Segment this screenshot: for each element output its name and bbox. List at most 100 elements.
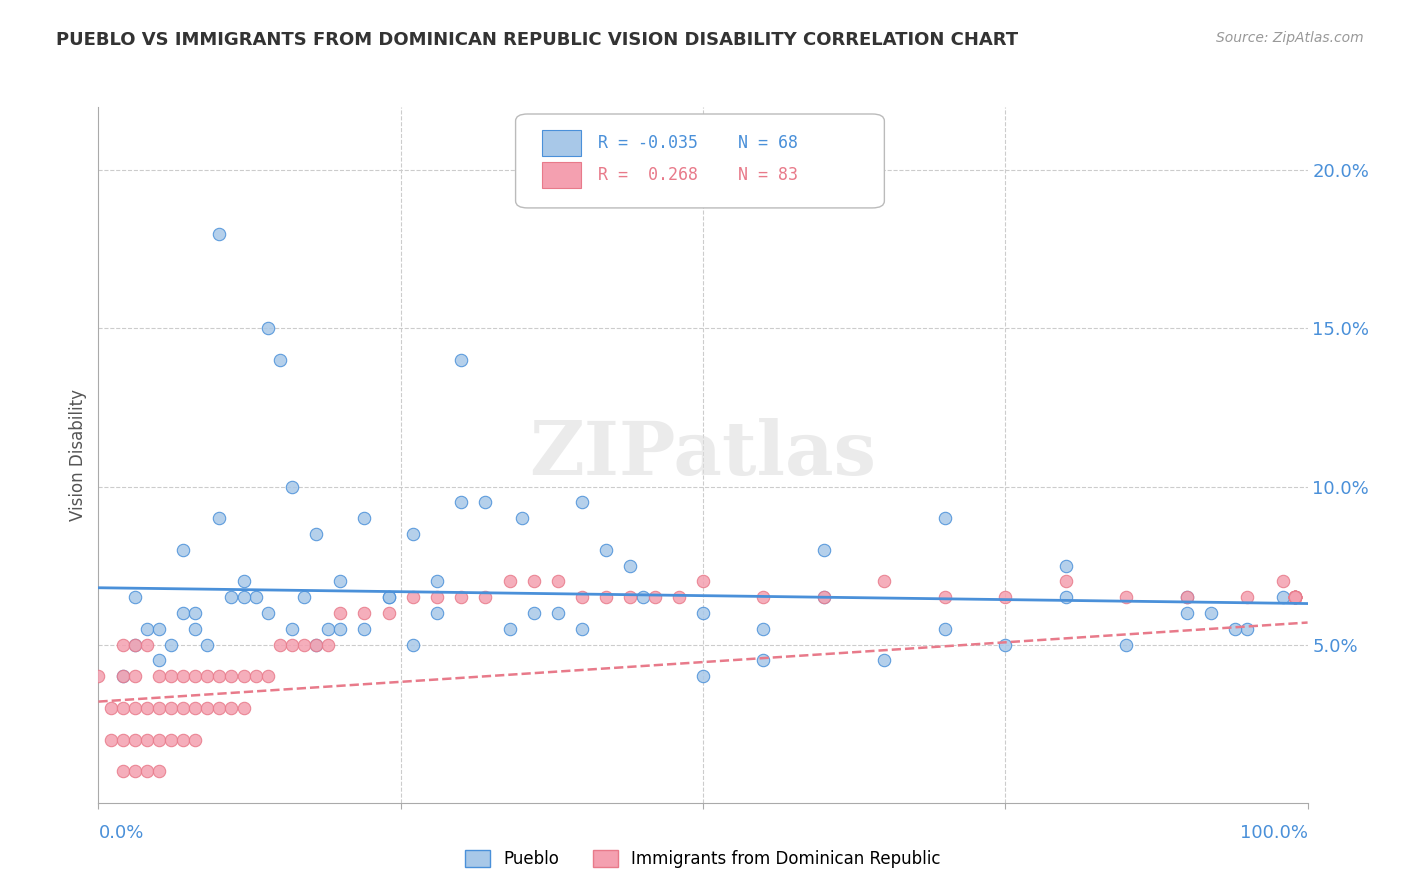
Point — [148, 669, 170, 683]
Point — [281, 622, 304, 636]
Point — [1284, 591, 1306, 605]
Point — [1054, 574, 1077, 589]
Point — [1284, 591, 1306, 605]
Point — [1115, 591, 1137, 605]
Point — [232, 574, 254, 589]
Point — [135, 622, 157, 636]
Point — [305, 527, 328, 541]
Point — [450, 495, 472, 509]
Point — [135, 638, 157, 652]
Point — [1236, 591, 1258, 605]
Point — [1284, 591, 1306, 605]
Point — [221, 591, 243, 605]
Text: 100.0%: 100.0% — [1240, 823, 1308, 842]
Point — [571, 495, 593, 509]
Point — [172, 732, 194, 747]
Point — [111, 732, 134, 747]
Point — [1284, 591, 1306, 605]
Point — [1284, 591, 1306, 605]
Point — [353, 606, 375, 620]
Point — [402, 591, 425, 605]
Point — [752, 622, 775, 636]
Point — [377, 591, 399, 605]
Point — [111, 669, 134, 683]
Point — [232, 591, 254, 605]
Point — [547, 606, 569, 620]
Point — [510, 511, 533, 525]
Point — [148, 764, 170, 779]
Point — [124, 669, 146, 683]
Point — [1272, 591, 1295, 605]
Point — [111, 638, 134, 652]
Point — [1236, 622, 1258, 636]
Y-axis label: Vision Disability: Vision Disability — [69, 389, 87, 521]
Point — [329, 574, 352, 589]
Point — [111, 669, 134, 683]
Text: R =  0.268    N = 83: R = 0.268 N = 83 — [598, 166, 797, 185]
Point — [474, 495, 496, 509]
Point — [813, 542, 835, 557]
Point — [329, 606, 352, 620]
Point — [595, 591, 617, 605]
Point — [329, 622, 352, 636]
Point — [160, 701, 183, 715]
Point — [1199, 606, 1222, 620]
Point — [1272, 574, 1295, 589]
Point — [172, 669, 194, 683]
Point — [135, 701, 157, 715]
Point — [269, 638, 291, 652]
Point — [195, 669, 218, 683]
Point — [172, 542, 194, 557]
Point — [402, 638, 425, 652]
Point — [172, 606, 194, 620]
Point — [752, 653, 775, 667]
Point — [124, 701, 146, 715]
Point — [256, 669, 278, 683]
Point — [135, 732, 157, 747]
Point — [100, 701, 122, 715]
Point — [245, 591, 267, 605]
Point — [111, 764, 134, 779]
Point — [281, 638, 304, 652]
Point — [1284, 591, 1306, 605]
Text: Source: ZipAtlas.com: Source: ZipAtlas.com — [1216, 31, 1364, 45]
Point — [752, 591, 775, 605]
Point — [232, 701, 254, 715]
Point — [402, 527, 425, 541]
Point — [184, 701, 207, 715]
Text: R = -0.035    N = 68: R = -0.035 N = 68 — [598, 134, 797, 153]
Point — [426, 606, 449, 620]
Point — [232, 669, 254, 683]
Point — [498, 622, 520, 636]
Point — [498, 574, 520, 589]
Point — [124, 638, 146, 652]
Point — [523, 574, 546, 589]
Point — [195, 701, 218, 715]
Point — [426, 591, 449, 605]
Point — [692, 574, 714, 589]
Point — [208, 701, 231, 715]
Point — [208, 511, 231, 525]
Point — [1175, 591, 1198, 605]
Point — [1284, 591, 1306, 605]
Point — [221, 669, 243, 683]
Point — [668, 591, 690, 605]
Point — [813, 591, 835, 605]
Point — [353, 511, 375, 525]
Point — [1223, 622, 1246, 636]
Point — [184, 622, 207, 636]
Point — [195, 638, 218, 652]
Bar — [543, 162, 581, 188]
Point — [353, 622, 375, 636]
Point — [172, 701, 194, 715]
Text: ZIPatlas: ZIPatlas — [530, 418, 876, 491]
Text: 0.0%: 0.0% — [98, 823, 143, 842]
Point — [184, 606, 207, 620]
Point — [124, 732, 146, 747]
Point — [256, 321, 278, 335]
Point — [1284, 591, 1306, 605]
Text: PUEBLO VS IMMIGRANTS FROM DOMINICAN REPUBLIC VISION DISABILITY CORRELATION CHART: PUEBLO VS IMMIGRANTS FROM DOMINICAN REPU… — [56, 31, 1018, 49]
Point — [160, 669, 183, 683]
Point — [631, 591, 654, 605]
Point — [377, 606, 399, 620]
